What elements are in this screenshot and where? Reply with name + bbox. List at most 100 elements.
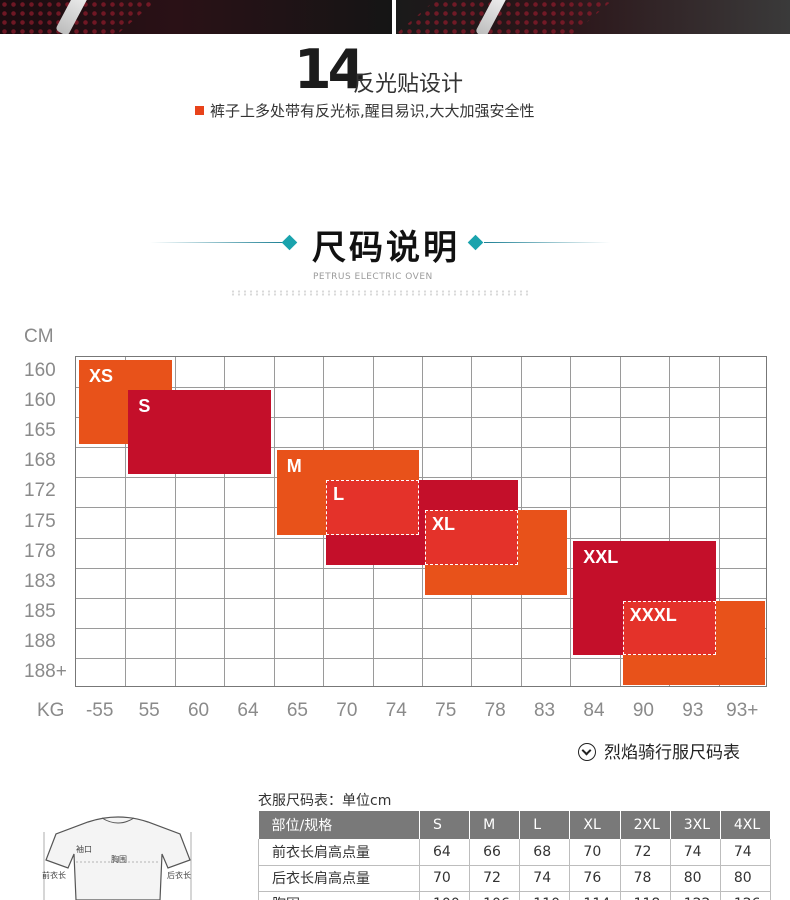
feature-description: 裤子上多处带有反光标,醒目易识,大大加强安全性 (195, 100, 535, 121)
table-cell: 74 (519, 865, 571, 892)
chart-caption: 烈焰骑行服尺码表 (578, 738, 740, 763)
weight-tick-label: 90 (632, 700, 654, 721)
size-chart-grid: XS S M XXL L XL XXXL (75, 356, 767, 687)
jersey-diagram: 袖口 胸围 前衣长 后衣长 (40, 812, 195, 900)
feature-number: 14 (294, 38, 365, 101)
chart-caption-text: 烈焰骑行服尺码表 (604, 743, 740, 763)
x-axis-unit: KG (37, 700, 65, 721)
table-header-cell: 2XL (620, 811, 671, 839)
grid-line-horizontal (76, 387, 766, 389)
product-photo-right (396, 0, 790, 34)
table-cell: 胸围 (258, 891, 420, 900)
height-tick-label: 178 (24, 540, 56, 562)
grid-line-horizontal (76, 417, 766, 419)
table-cell: 106 (469, 891, 521, 900)
grid-line-vertical (718, 357, 720, 686)
table-header-cell: 3XL (670, 811, 721, 839)
size-label: XXXL (629, 604, 677, 625)
product-photo-left (0, 0, 392, 34)
table-cell: 76 (569, 865, 621, 892)
grid-line-vertical (619, 357, 621, 686)
jersey-label-back-length: 后衣长 (167, 871, 191, 880)
size-overlap-xl: XL (425, 510, 518, 565)
size-overlap-xxxl: XXXL (622, 600, 716, 655)
grid-line-vertical (570, 357, 572, 686)
height-tick-label: 165 (24, 420, 56, 442)
table-cell: 74 (720, 839, 772, 866)
grid-line-vertical (224, 357, 226, 686)
table-cell: 后衣长肩高点量 (258, 865, 420, 892)
heading-line-right (484, 242, 610, 243)
jersey-label-cuff: 袖口 (76, 845, 92, 854)
table-header-cell: M (469, 811, 521, 839)
diamond-icon (467, 234, 484, 251)
height-tick-label: 175 (24, 510, 56, 532)
table-row: 前衣长肩高点量 64 66 68 70 72 74 74 (258, 839, 772, 866)
table-cell: 122 (670, 891, 721, 900)
size-section-title: 尺码说明 (312, 228, 460, 268)
y-axis-unit: CM (24, 326, 54, 347)
feature-title: 反光贴设计 (353, 72, 464, 97)
table-cell: 78 (620, 865, 671, 892)
weight-tick-label: 84 (583, 700, 605, 721)
table-cell: 110 (519, 891, 571, 900)
grid-line-horizontal (76, 477, 766, 479)
chevron-down-circle-icon (578, 743, 596, 761)
table-cell: 64 (419, 839, 471, 866)
grid-line-horizontal (76, 447, 766, 449)
table-cell: 118 (620, 891, 671, 900)
weight-tick-label: -55 (85, 700, 114, 721)
table-header-cell: S (419, 811, 471, 839)
decorative-dots (230, 290, 530, 296)
height-tick-label: 188 (24, 630, 56, 652)
size-overlap-l: L (326, 480, 419, 535)
table-cell: 66 (469, 839, 521, 866)
size-label: XS (89, 366, 114, 386)
table-header-row: 部位/规格 S M L XL 2XL 3XL 4XL (258, 811, 772, 839)
height-tick-label: 172 (24, 480, 56, 502)
grid-line-horizontal (76, 627, 766, 629)
table-cell: 80 (720, 865, 772, 892)
size-label: M (286, 456, 302, 477)
height-tick-label: 183 (24, 570, 56, 592)
table-header-cell: XL (569, 811, 621, 839)
size-section-subtitle: PETRUS ELECTRIC OVEN (313, 272, 433, 282)
height-tick-label: 168 (24, 450, 56, 472)
table-cell: 70 (569, 839, 621, 866)
weight-tick-label: 74 (385, 700, 407, 721)
table-header-cell: 部位/规格 (258, 811, 420, 839)
table-cell: 72 (469, 865, 521, 892)
grid-line-vertical (174, 357, 176, 686)
height-tick-label: 188+ (24, 660, 67, 682)
bullet-square-icon (195, 106, 204, 115)
table-cell: 114 (569, 891, 621, 900)
table-row: 后衣长肩高点量 70 72 74 76 78 80 80 (258, 865, 772, 892)
height-tick-label: 185 (24, 600, 56, 622)
weight-tick-label: 70 (336, 700, 358, 721)
grid-line-horizontal (76, 597, 766, 599)
weight-tick-label: 55 (138, 700, 160, 721)
table-cell: 68 (519, 839, 571, 866)
grid-line-vertical (273, 357, 275, 686)
table-header-cell: L (519, 811, 571, 839)
table-cell: 70 (419, 865, 471, 892)
height-tick-label: 160 (24, 360, 56, 382)
weight-tick-label: 93+ (726, 700, 759, 721)
grid-line-horizontal (76, 567, 766, 569)
size-table-caption: 衣服尺码表：单位cm (258, 793, 392, 809)
grid-line-vertical (669, 357, 671, 686)
weight-tick-label: 60 (187, 700, 210, 721)
table-cell: 74 (670, 839, 721, 866)
table-cell: 72 (620, 839, 671, 866)
feature-description-text: 裤子上多处带有反光标,醒目易识,大大加强安全性 (210, 102, 535, 120)
table-cell: 126 (720, 891, 772, 900)
size-table: 部位/规格 S M L XL 2XL 3XL 4XL 前衣长肩高点量 64 66 68 70 72 74 7… (258, 811, 772, 900)
height-tick-label: 160 (24, 390, 56, 412)
table-cell: 100 (419, 891, 471, 900)
size-label: S (138, 396, 151, 417)
size-label: L (333, 484, 345, 505)
size-label: XXL (583, 546, 619, 567)
size-label: XL (432, 514, 456, 535)
jersey-label-chest: 胸围 (111, 855, 127, 864)
heading-line-left (150, 242, 284, 243)
